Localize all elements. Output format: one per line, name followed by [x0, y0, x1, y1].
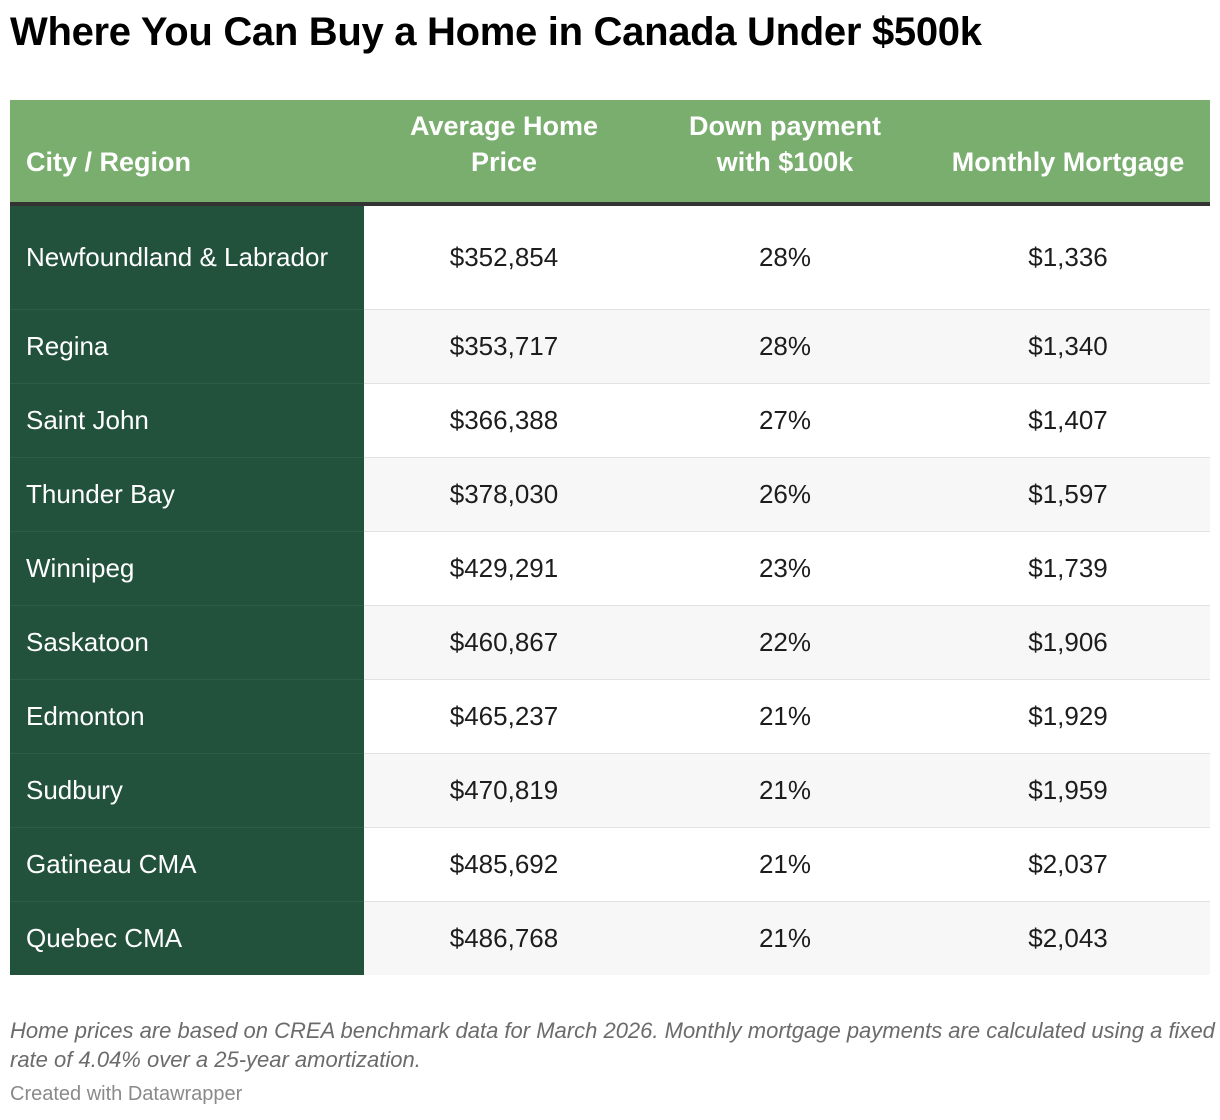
cell-city: Regina — [10, 309, 364, 384]
cell-city: Thunder Bay — [10, 457, 364, 532]
header-row: City / Region Average Home Price Down pa… — [10, 100, 1210, 206]
cell-down-payment: 28% — [644, 204, 926, 310]
cell-down-payment: 21% — [644, 679, 926, 754]
footnote: Home prices are based on CREA benchmark … — [10, 1018, 1215, 1072]
cell-down-payment: 21% — [644, 901, 926, 975]
cell-average-price: $485,692 — [364, 827, 644, 902]
cell-monthly-mortgage: $1,929 — [926, 679, 1210, 754]
cell-monthly-mortgage: $1,336 — [926, 204, 1210, 310]
cell-down-payment: 28% — [644, 309, 926, 384]
cell-monthly-mortgage: $2,043 — [926, 901, 1210, 975]
data-table: City / Region Average Home Price Down pa… — [10, 100, 1210, 975]
cell-average-price: $352,854 — [364, 204, 644, 310]
column-header-down-payment: Down payment with $100k — [644, 100, 926, 206]
table-row: Sudbury $470,819 21% $1,959 — [10, 753, 1210, 828]
cell-monthly-mortgage: $1,340 — [926, 309, 1210, 384]
cell-monthly-mortgage: $1,906 — [926, 605, 1210, 680]
table-row: Saskatoon $460,867 22% $1,906 — [10, 605, 1210, 680]
cell-city: Quebec CMA — [10, 901, 364, 975]
cell-average-price: $470,819 — [364, 753, 644, 828]
cell-city: Sudbury — [10, 753, 364, 828]
table-row: Quebec CMA $486,768 21% $2,043 — [10, 901, 1210, 975]
cell-monthly-mortgage: $1,407 — [926, 383, 1210, 458]
cell-city: Edmonton — [10, 679, 364, 754]
cell-monthly-mortgage: $2,037 — [926, 827, 1210, 902]
table-row: Thunder Bay $378,030 26% $1,597 — [10, 457, 1210, 532]
cell-city: Winnipeg — [10, 531, 364, 606]
cell-average-price: $465,237 — [364, 679, 644, 754]
cell-down-payment: 21% — [644, 827, 926, 902]
cell-down-payment: 27% — [644, 383, 926, 458]
cell-down-payment: 23% — [644, 531, 926, 606]
chart-title: Where You Can Buy a Home in Canada Under… — [10, 10, 982, 54]
table-row: Newfoundland & Labrador $352,854 28% $1,336 — [10, 204, 1210, 310]
cell-monthly-mortgage: $1,597 — [926, 457, 1210, 532]
cell-monthly-mortgage: $1,959 — [926, 753, 1210, 828]
cell-down-payment: 26% — [644, 457, 926, 532]
cell-average-price: $486,768 — [364, 901, 644, 975]
table-row: Regina $353,717 28% $1,340 — [10, 309, 1210, 384]
cell-average-price: $429,291 — [364, 531, 644, 606]
cell-city: Saint John — [10, 383, 364, 458]
column-header-mortgage: Monthly Mortgage — [926, 100, 1210, 206]
table-row: Winnipeg $429,291 23% $1,739 — [10, 531, 1210, 606]
cell-monthly-mortgage: $1,739 — [926, 531, 1210, 606]
table-body: Newfoundland & Labrador $352,854 28% $1,336… — [10, 204, 1210, 975]
cell-average-price: $378,030 — [364, 457, 644, 532]
column-header-price: Average Home Price — [364, 100, 644, 206]
cell-city: Gatineau CMA — [10, 827, 364, 902]
cell-down-payment: 21% — [644, 753, 926, 828]
column-header-city: City / Region — [10, 100, 364, 206]
cell-down-payment: 22% — [644, 605, 926, 680]
cell-city: Newfoundland & Labrador — [10, 204, 364, 310]
cell-average-price: $353,717 — [364, 309, 644, 384]
table-row: Gatineau CMA $485,692 21% $2,037 — [10, 827, 1210, 902]
credit-line: Created with Datawrapper — [10, 1083, 243, 1105]
table-row: Edmonton $465,237 21% $1,929 — [10, 679, 1210, 754]
cell-average-price: $460,867 — [364, 605, 644, 680]
cell-city: Saskatoon — [10, 605, 364, 680]
cell-average-price: $366,388 — [364, 383, 644, 458]
table-row: Saint John $366,388 27% $1,407 — [10, 383, 1210, 458]
